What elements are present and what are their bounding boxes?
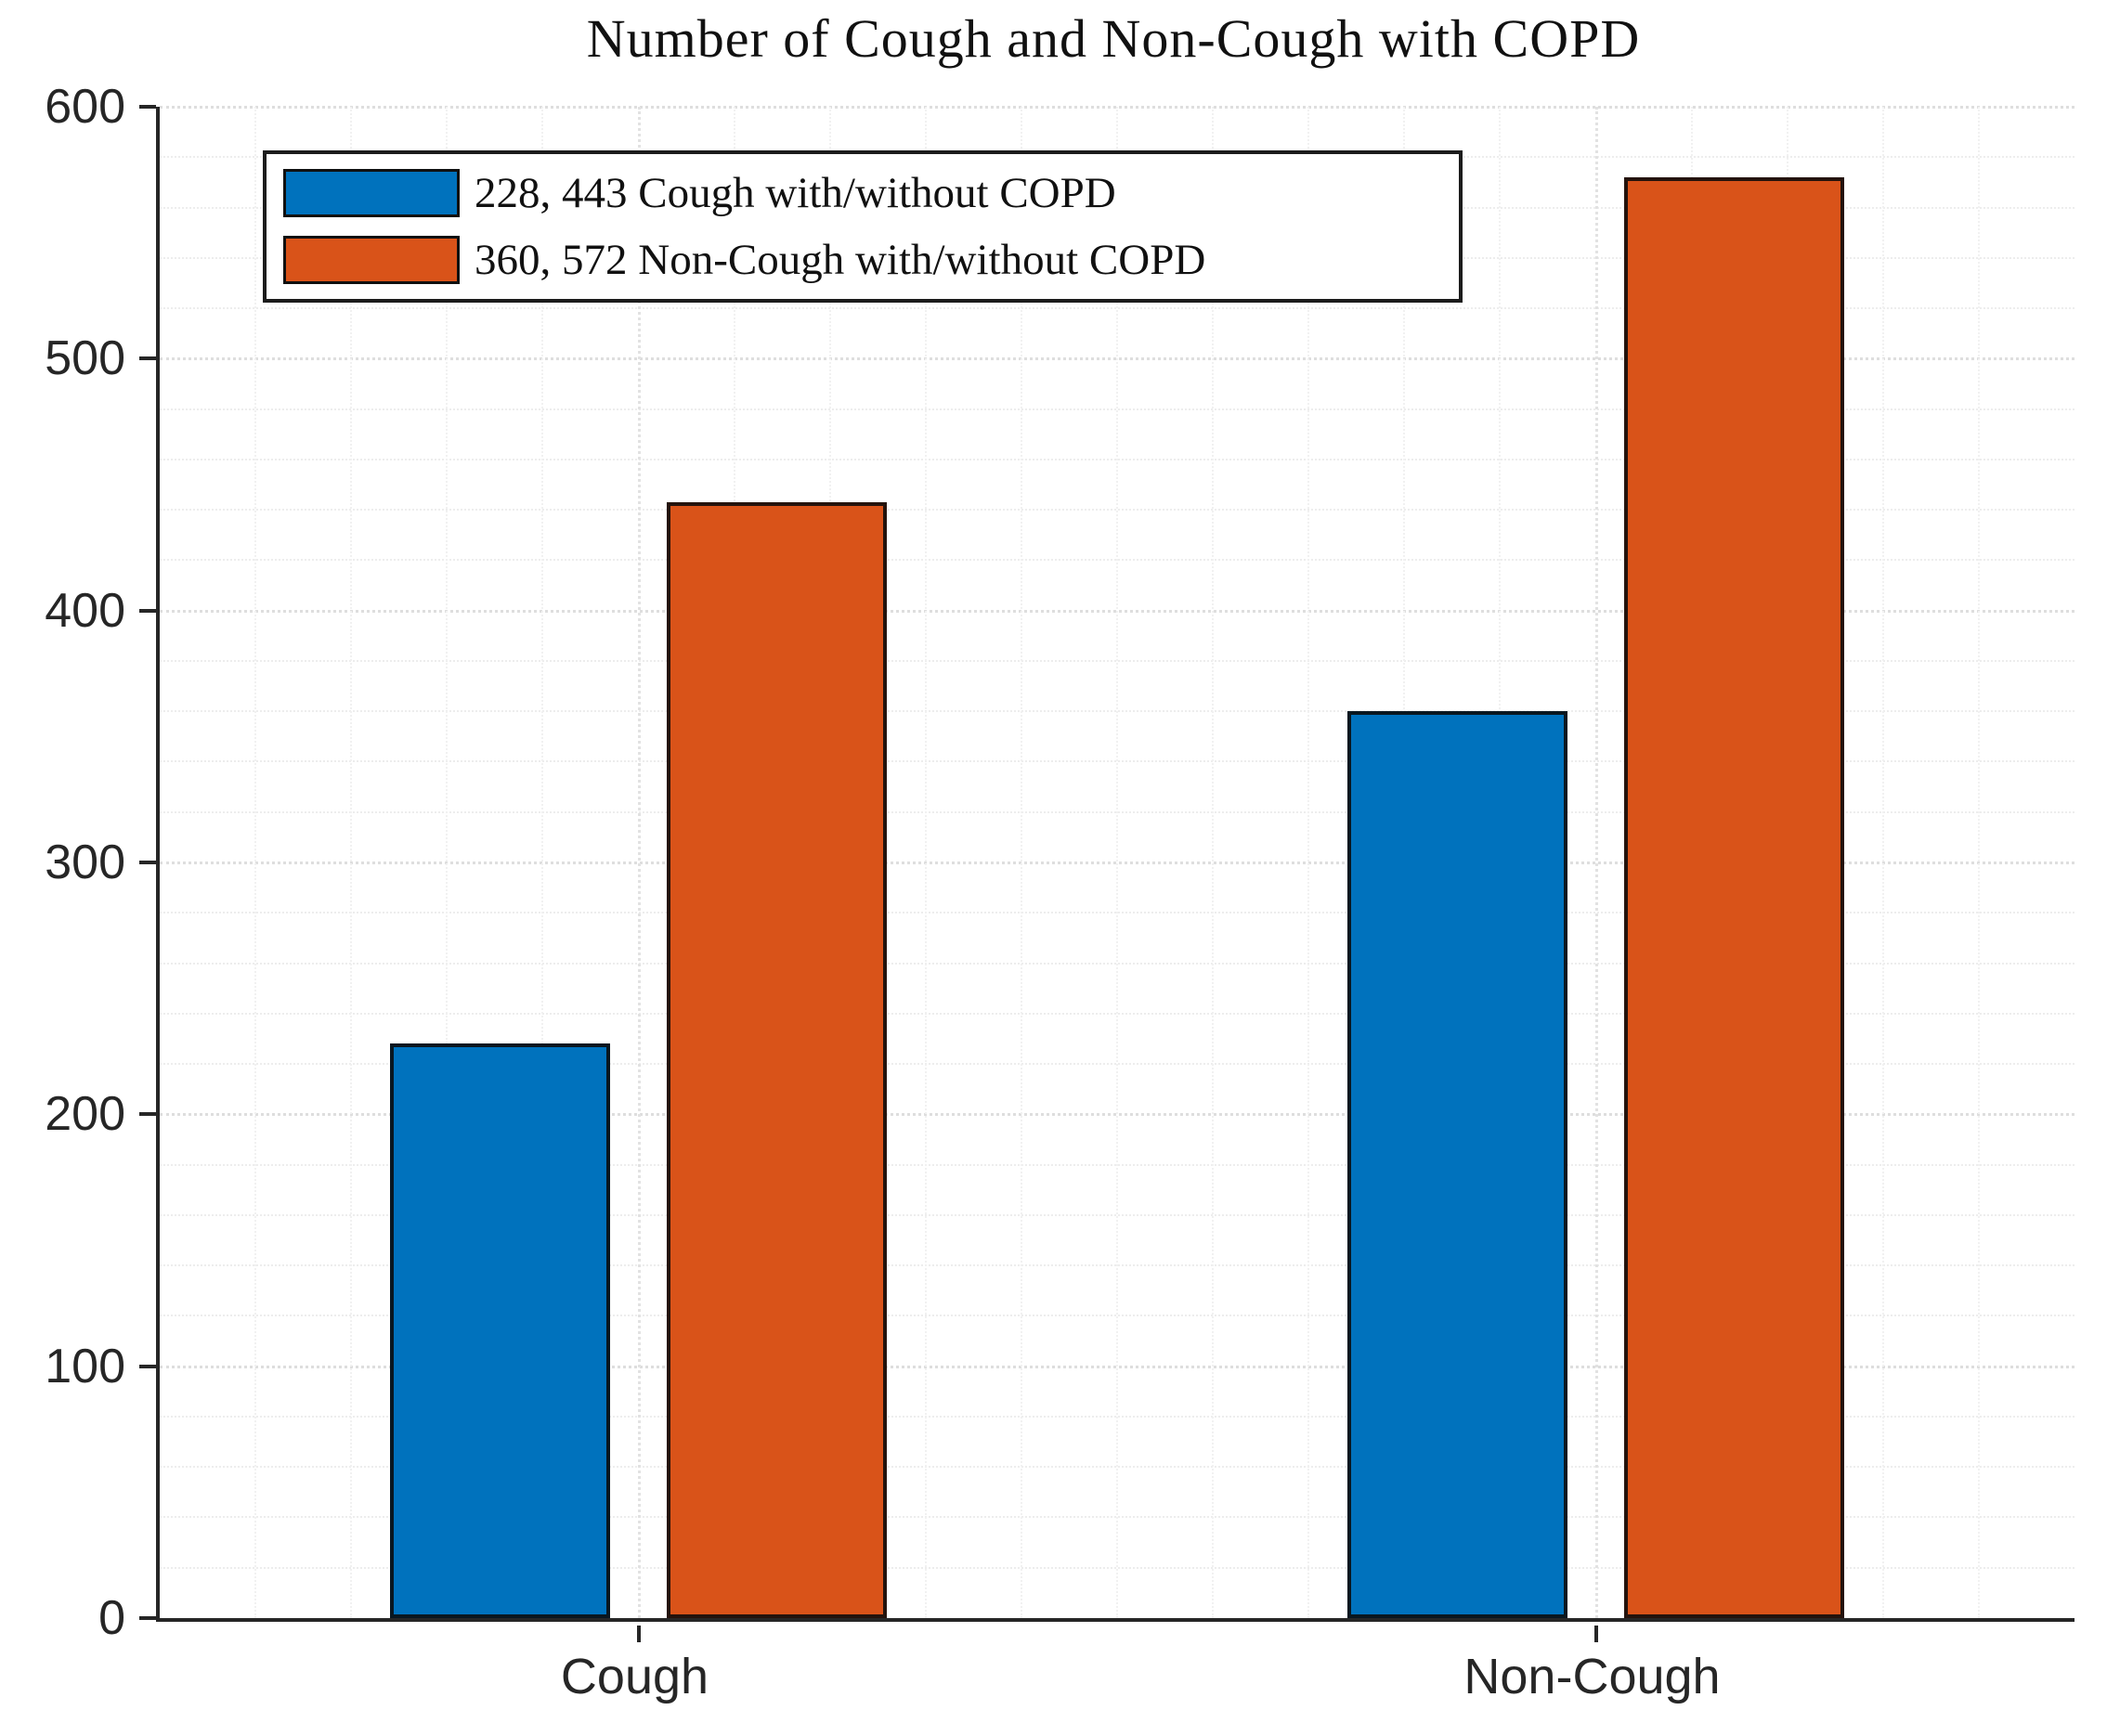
legend: 228, 443 Cough with/without COPD 360, 57…: [263, 150, 1463, 303]
gridline-minor-v: [446, 107, 449, 1618]
y-tick-mark: [139, 356, 156, 361]
gridline-minor-v: [541, 107, 544, 1618]
y-tick-label: 200: [45, 1087, 125, 1142]
y-tick-label: 0: [98, 1591, 125, 1645]
bar-cough-blue: [390, 1043, 610, 1618]
plot-area: [139, 105, 2074, 1642]
y-tick-mark: [139, 1364, 156, 1368]
y-tick-label: 600: [45, 80, 125, 134]
legend-swatch-blue: [283, 169, 460, 217]
y-tick-label: 100: [45, 1339, 125, 1393]
chart-title: Number of Cough and Non-Cough with COPD: [586, 8, 1641, 69]
gridline-minor-v: [1307, 107, 1310, 1618]
y-tick-mark: [139, 1112, 156, 1117]
gridline-major-v: [1594, 107, 1598, 1618]
y-tick-mark: [139, 861, 156, 864]
bar-cough-orange: [667, 501, 887, 1618]
bar-non-cough-orange: [1624, 176, 1844, 1618]
legend-entry-with-copd: 228, 443 Cough with/without COPD: [283, 164, 1459, 222]
gridline-minor-v: [350, 107, 353, 1618]
gridline-minor-v: [1116, 107, 1118, 1618]
gridline-minor-v: [1020, 107, 1022, 1618]
gridline-major-v: [637, 107, 641, 1618]
gridline-minor-v: [1212, 107, 1215, 1618]
legend-entry-without-copd: 360, 572 Non-Cough with/without COPD: [283, 231, 1459, 289]
y-tick-label: 400: [45, 583, 125, 638]
gridline-minor-v: [924, 107, 927, 1618]
y-tick-mark: [139, 105, 156, 109]
legend-swatch-orange: [283, 236, 460, 284]
y-tick-label: 300: [45, 836, 125, 889]
y-tick-mark: [139, 1616, 156, 1620]
y-tick-label: 500: [45, 331, 125, 386]
legend-label: 228, 443 Cough with/without COPD: [475, 169, 1116, 217]
gridline-minor-v: [1881, 107, 1884, 1618]
x-tick-label: Cough: [560, 1649, 709, 1704]
x-tick-label: Non-Cough: [1463, 1649, 1721, 1704]
x-tick-mark: [1593, 1626, 1598, 1642]
legend-label: 360, 572 Non-Cough with/without COPD: [475, 236, 1206, 284]
gridline-minor-v: [1977, 107, 1980, 1618]
bar-non-cough-blue: [1347, 711, 1567, 1618]
y-tick-mark: [139, 608, 156, 613]
x-tick-mark: [636, 1626, 641, 1642]
gridline-minor-v: [254, 107, 257, 1618]
